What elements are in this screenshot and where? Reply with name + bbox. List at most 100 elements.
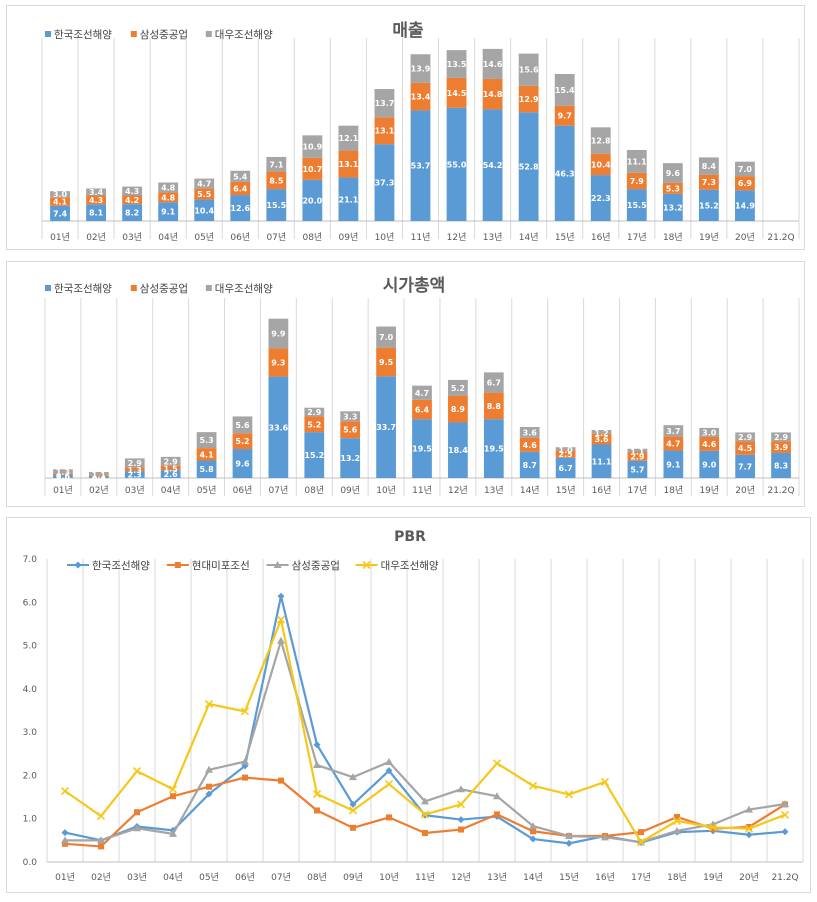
sales-data-label: 15.5 xyxy=(627,201,647,210)
sales-bar xyxy=(446,50,467,78)
mcap-data-label: 15.2 xyxy=(304,451,324,460)
mcap-bar xyxy=(699,427,720,437)
pbr-point xyxy=(61,836,69,844)
pbr-point xyxy=(205,790,213,798)
sales-category-label: 14년 xyxy=(519,232,539,243)
sales-category-label: 06년 xyxy=(230,232,250,243)
pbr-point xyxy=(98,843,104,850)
sales-bar xyxy=(122,204,143,221)
pbr-y-tick-label: 0.0 xyxy=(23,858,38,868)
sales-bar xyxy=(518,53,539,86)
sales-category-label: 11년 xyxy=(411,232,431,243)
pbr-point xyxy=(278,777,284,784)
sales-bar xyxy=(86,204,106,221)
pbr-point xyxy=(174,562,181,568)
mcap-data-label: 9.9 xyxy=(271,330,286,339)
sales-data-label: 4.3 xyxy=(125,187,139,196)
sales-data-label: 3.4 xyxy=(89,188,104,197)
sales-bar xyxy=(518,112,539,221)
mcap-data-label: 5.6 xyxy=(235,421,250,430)
pbr-chart-panel: PBR 0.0 1.0 2.0 3.0 4.0 5.0 6.0 7.0 01년 02년 03년 04년 0… xyxy=(6,517,811,893)
mcap-data-label: 1.3 xyxy=(56,468,70,477)
pbr-x-tick-label: 10년 xyxy=(379,872,399,883)
sales-data-label: 15.5 xyxy=(266,201,286,210)
mcap-bar xyxy=(268,318,289,349)
sales-data-label: 4.1 xyxy=(53,198,68,207)
pbr-legend-label: 현대미포조선 xyxy=(192,560,250,572)
pbr-point xyxy=(313,741,321,749)
mcap-category-label: 14년 xyxy=(520,485,540,496)
sales-bar xyxy=(662,182,683,194)
sales-bar xyxy=(302,179,323,221)
mcap-legend-swatch xyxy=(130,285,137,291)
mcap-bar xyxy=(627,452,648,461)
pbr-point xyxy=(745,831,753,839)
sales-bar xyxy=(266,171,287,190)
sales-bar xyxy=(266,189,287,221)
mcap-category-label: 15년 xyxy=(556,485,576,496)
mcap-data-label: 2.3 xyxy=(128,471,142,480)
mcap-data-label: 8.8 xyxy=(487,402,502,411)
mcap-bar xyxy=(555,447,576,451)
mcap-data-label: 0.4 xyxy=(92,474,107,483)
pbr-x-tick-label: 05년 xyxy=(199,872,219,883)
sales-data-label: 6.9 xyxy=(738,179,753,188)
sales-data-label: 14.5 xyxy=(447,89,467,98)
sales-bar xyxy=(518,85,539,113)
sales-category-label: 10년 xyxy=(375,232,395,243)
mcap-bar xyxy=(160,470,181,478)
mcap-bar xyxy=(771,441,791,453)
sales-data-label: 55.0 xyxy=(447,160,467,169)
sales-category-label: 03년 xyxy=(122,232,142,243)
pbr-y-tick-label: 4.0 xyxy=(23,685,38,695)
pbr-point xyxy=(420,810,430,819)
mcap-data-label: 0.6 xyxy=(56,472,71,481)
pbr-point xyxy=(529,822,537,830)
mcap-bar xyxy=(412,419,432,478)
sales-data-label: 10.4 xyxy=(194,206,214,215)
mcap-category-label: 13년 xyxy=(484,485,504,496)
sales-category-label: 01년 xyxy=(50,232,70,243)
mcap-data-label: 1.2 xyxy=(594,429,608,438)
pbr-point xyxy=(600,777,610,786)
pbr-point xyxy=(132,767,142,776)
pbr-point xyxy=(493,792,501,800)
mcap-bar xyxy=(412,385,432,400)
pbr-point xyxy=(636,838,646,847)
sales-data-label: 5.5 xyxy=(197,190,212,199)
mcap-bar xyxy=(735,454,756,478)
sales-bar xyxy=(86,188,106,196)
sales-bar xyxy=(338,177,359,221)
mcap-bar xyxy=(376,376,396,478)
mcap-data-label: 3.0 xyxy=(702,428,717,437)
mcap-bar xyxy=(340,438,361,478)
mcap-data-label: 1.5 xyxy=(164,465,179,474)
pbr-point xyxy=(277,592,285,600)
pbr-point xyxy=(745,805,753,813)
mcap-legend-label: 삼성중공업 xyxy=(140,282,188,295)
mcap-bar xyxy=(232,433,253,450)
pbr-point xyxy=(530,828,536,835)
sales-category-label: 07년 xyxy=(266,232,286,243)
mcap-bar xyxy=(268,376,289,478)
mcap-bar xyxy=(627,448,648,453)
mcap-data-label: 6.7 xyxy=(559,464,573,473)
pbr-x-tick-label: 11년 xyxy=(415,872,435,883)
pbr-point xyxy=(744,824,754,833)
sales-legend-label: 대우조선해양 xyxy=(215,28,273,41)
pbr-point xyxy=(674,813,680,820)
sales-data-label: 12.6 xyxy=(230,204,250,213)
sales-bar xyxy=(122,195,143,205)
mcap-category-label: 20년 xyxy=(735,485,755,496)
sales-data-label: 14.9 xyxy=(735,202,755,211)
mcap-data-label: 5.6 xyxy=(343,426,358,435)
mcap-bar xyxy=(340,421,361,439)
sales-data-label: 8.5 xyxy=(269,176,284,185)
pbr-y-tick-label: 3.0 xyxy=(23,728,38,738)
mcap-data-label: 7.0 xyxy=(379,333,394,342)
mcap-data-label: 2.5 xyxy=(559,450,574,459)
sales-data-label: 13.7 xyxy=(375,99,395,108)
pbr-point xyxy=(348,806,358,815)
sales-category-label: 21.2Q xyxy=(767,233,794,243)
sales-category-label: 05년 xyxy=(194,232,214,243)
